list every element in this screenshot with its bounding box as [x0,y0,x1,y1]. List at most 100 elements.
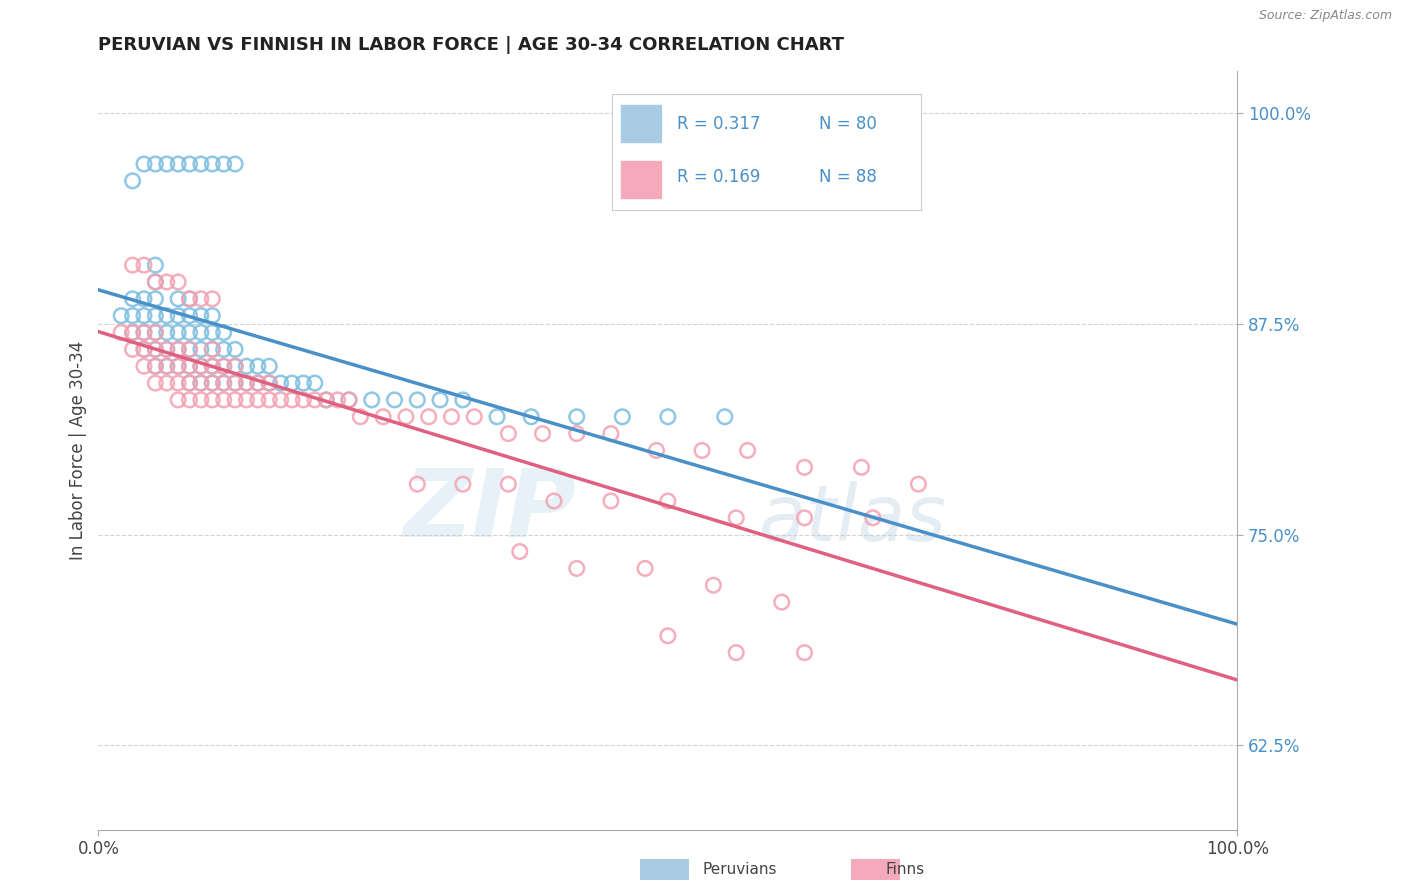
Point [418,409,440,424]
Point [224,376,246,390]
Point [156,376,179,390]
Point [201,376,224,390]
Point [121,326,143,340]
Point [132,292,155,306]
Point [212,376,235,390]
Point [770,595,793,609]
Point [270,392,292,407]
Point [600,494,623,508]
Point [224,376,246,390]
Point [463,409,485,424]
Point [714,409,737,424]
Point [201,359,224,374]
Point [145,157,167,171]
Point [281,376,304,390]
Point [451,392,474,407]
Point [121,309,143,323]
Point [167,359,190,374]
Point [156,157,179,171]
Point [167,157,190,171]
Point [862,511,884,525]
Text: Finns: Finns [886,863,925,877]
Point [292,376,315,390]
Point [132,326,155,340]
Point [509,544,531,558]
Point [132,343,155,357]
Point [190,376,212,390]
Point [270,376,292,390]
Point [212,359,235,374]
Point [132,157,155,171]
Point [179,343,201,357]
Point [520,409,543,424]
Point [132,326,155,340]
Point [167,275,190,289]
Point [121,326,143,340]
Point [498,426,520,441]
Point [145,292,167,306]
Text: atlas: atlas [759,481,946,557]
Bar [621,105,661,143]
Point [337,392,360,407]
Point [384,392,406,407]
Point [190,326,212,340]
Point [224,343,246,357]
Point [224,359,246,374]
Point [201,292,224,306]
Point [179,376,201,390]
Point [201,309,224,323]
Point [531,426,554,441]
Point [315,392,337,407]
Point [259,376,281,390]
Text: R = 0.169: R = 0.169 [676,169,759,186]
Point [145,343,167,357]
Point [179,392,201,407]
Point [565,426,588,441]
Point [132,359,155,374]
Text: Source: ZipAtlas.com: Source: ZipAtlas.com [1258,9,1392,22]
Point [167,343,190,357]
Point [565,561,588,575]
Point [565,409,588,424]
Point [371,409,394,424]
Point [121,343,143,357]
Point [292,392,315,407]
Point [793,511,815,525]
Point [201,359,224,374]
Point [145,376,167,390]
Point [612,409,634,424]
Point [121,174,143,188]
Point [201,157,224,171]
Y-axis label: In Labor Force | Age 30-34: In Labor Force | Age 30-34 [69,341,87,560]
Point [167,376,190,390]
Point [235,359,257,374]
Text: ZIP: ZIP [404,465,576,558]
Point [190,292,212,306]
Point [156,343,179,357]
Point [645,443,668,458]
Point [179,326,201,340]
Point [212,376,235,390]
Point [201,343,224,357]
Point [259,392,281,407]
Point [235,392,257,407]
Point [360,392,382,407]
Point [145,359,167,374]
Point [259,359,281,374]
Point [725,511,748,525]
Text: N = 80: N = 80 [818,115,877,133]
Point [201,326,224,340]
Point [224,392,246,407]
Point [304,376,326,390]
Point [110,309,132,323]
Point [179,292,201,306]
Point [281,392,304,407]
Point [110,326,132,340]
Point [179,359,201,374]
Point [145,326,167,340]
Point [167,292,190,306]
Point [212,392,235,407]
Point [167,309,190,323]
Point [201,392,224,407]
Point [440,409,463,424]
